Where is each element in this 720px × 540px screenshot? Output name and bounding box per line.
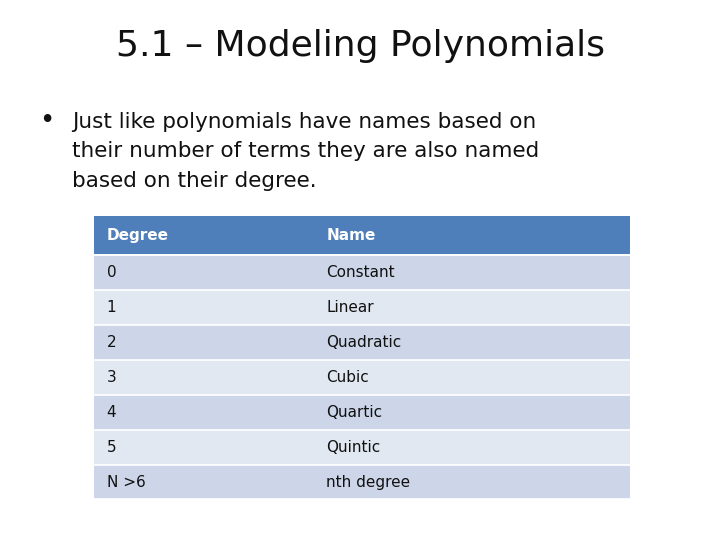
Text: 3: 3 bbox=[107, 370, 117, 384]
Text: 5: 5 bbox=[107, 440, 116, 455]
Bar bbox=[313, 395, 630, 430]
Text: Linear: Linear bbox=[326, 300, 374, 315]
Bar bbox=[94, 430, 313, 464]
Text: nth degree: nth degree bbox=[326, 475, 410, 490]
Text: Just like polynomials have names based on: Just like polynomials have names based o… bbox=[72, 111, 536, 132]
Bar bbox=[313, 464, 630, 500]
Text: Quartic: Quartic bbox=[326, 404, 382, 420]
Bar bbox=[313, 290, 630, 325]
Text: based on their degree.: based on their degree. bbox=[72, 171, 317, 191]
Text: •: • bbox=[40, 109, 55, 134]
Bar bbox=[313, 325, 630, 360]
Bar bbox=[94, 464, 313, 500]
Text: 1: 1 bbox=[107, 300, 116, 315]
Bar bbox=[94, 216, 313, 255]
Bar bbox=[94, 395, 313, 430]
Text: 4: 4 bbox=[107, 404, 116, 420]
Bar bbox=[313, 360, 630, 395]
Text: 0: 0 bbox=[107, 265, 116, 280]
Text: 2: 2 bbox=[107, 335, 116, 350]
Text: Degree: Degree bbox=[107, 228, 168, 243]
Bar bbox=[94, 255, 313, 290]
Text: Quadratic: Quadratic bbox=[326, 335, 402, 350]
Text: their number of terms they are also named: their number of terms they are also name… bbox=[72, 141, 539, 161]
Text: 5.1 – Modeling Polynomials: 5.1 – Modeling Polynomials bbox=[115, 29, 605, 63]
Text: Cubic: Cubic bbox=[326, 370, 369, 384]
Bar bbox=[313, 216, 630, 255]
Bar bbox=[94, 290, 313, 325]
Bar bbox=[94, 360, 313, 395]
Text: N >6: N >6 bbox=[107, 475, 145, 490]
Bar bbox=[313, 255, 630, 290]
Text: Quintic: Quintic bbox=[326, 440, 380, 455]
Text: Constant: Constant bbox=[326, 265, 395, 280]
Bar bbox=[94, 325, 313, 360]
Text: Name: Name bbox=[326, 228, 376, 243]
Bar bbox=[313, 430, 630, 464]
